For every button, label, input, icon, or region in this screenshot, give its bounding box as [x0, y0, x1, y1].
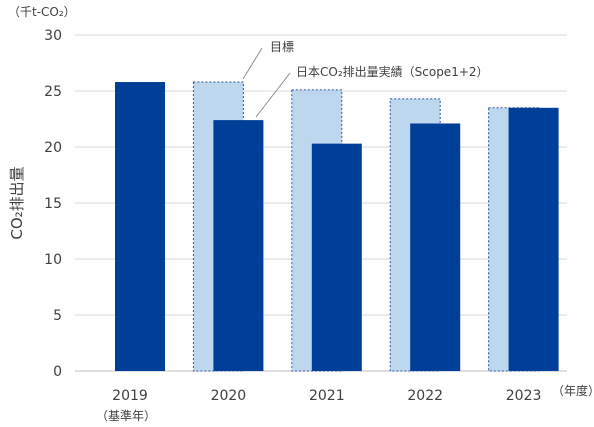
x-tick-label: 2021: [309, 388, 345, 404]
y-tick-label: 20: [44, 140, 62, 156]
x-tick-label: 2020: [211, 388, 247, 404]
legend-label-actual: 日本CO₂排出量実績（Scope1+2）: [296, 64, 489, 79]
y-tick-label: 15: [44, 196, 62, 212]
actual-bar: [508, 107, 559, 372]
y-tick-label: 0: [53, 364, 62, 380]
actual-bar: [410, 123, 461, 371]
y-tick-label: 30: [44, 28, 62, 44]
y-axis-label: CO₂排出量: [8, 166, 26, 239]
x-tick-labels: 2019 （基準年） 2020 2021 2022 2023: [96, 388, 541, 423]
y-tick-labels: 0 5 10 15 20 25 30: [44, 28, 62, 380]
legend-label-target: 目標: [270, 40, 294, 54]
x-tick-label: 2019: [112, 388, 148, 404]
legend-leader-target: [242, 47, 263, 80]
x-tick-label: 2023: [506, 388, 542, 404]
legend-leader-actual: [255, 72, 291, 118]
actual-bar: [311, 143, 362, 371]
x-tick-label: 2022: [407, 388, 443, 404]
y-unit-label: （千t-CO₂）: [8, 5, 76, 19]
actual-bar: [213, 120, 264, 372]
x-unit-label: （年度）: [552, 383, 594, 398]
actual-bar: [115, 82, 165, 371]
x-tick-note: （基準年）: [96, 408, 156, 423]
y-tick-label: 25: [44, 84, 62, 100]
y-tick-label: 5: [53, 308, 62, 324]
actual-series: [115, 82, 559, 372]
y-tick-label: 10: [44, 252, 62, 268]
